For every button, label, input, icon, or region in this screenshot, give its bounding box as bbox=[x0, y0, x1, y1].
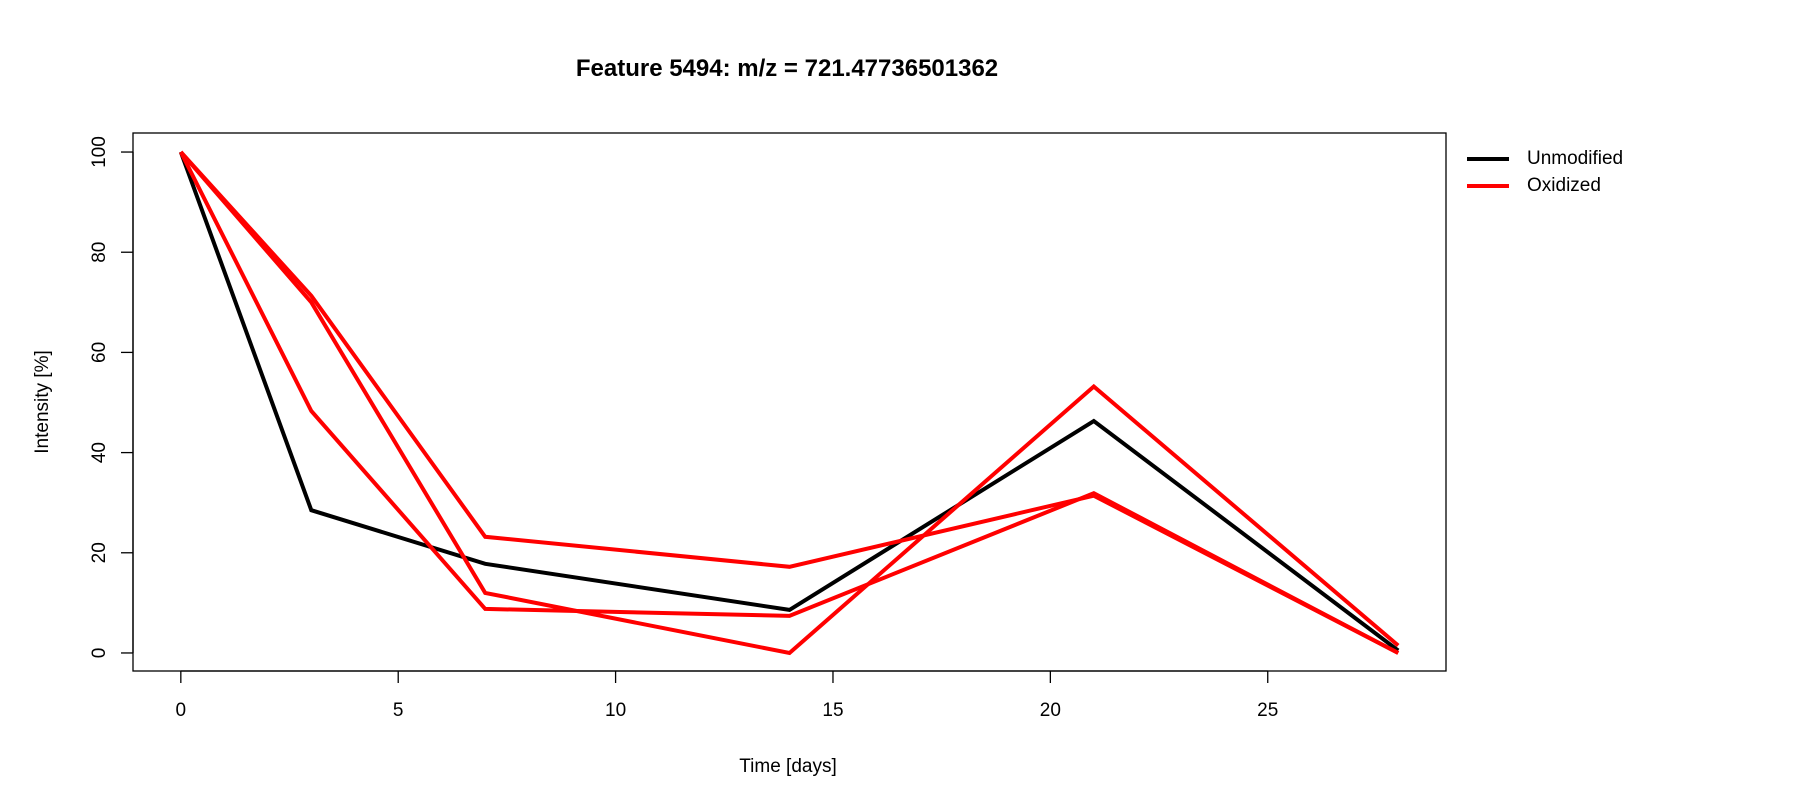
y-axis: 0 20 40 60 80 100 bbox=[89, 136, 134, 659]
legend-label-unmodified: Unmodified bbox=[1527, 148, 1623, 169]
x-tick-label: 15 bbox=[822, 700, 843, 721]
x-tick-label: 5 bbox=[393, 700, 404, 721]
x-axis-label: Time [days] bbox=[739, 756, 837, 777]
y-tick-label: 20 bbox=[89, 542, 110, 563]
series-line-oxidized-2 bbox=[179, 150, 1400, 656]
x-tick-label: 25 bbox=[1257, 700, 1278, 721]
series-layer bbox=[178, 150, 1400, 656]
y-tick-label: 80 bbox=[89, 242, 110, 263]
y-tick-label: 100 bbox=[89, 136, 110, 168]
x-tick-label: 20 bbox=[1040, 700, 1061, 721]
y-tick-label: 60 bbox=[89, 342, 110, 363]
legend: Unmodified Oxidized bbox=[1467, 148, 1623, 196]
series-line-oxidized-4 bbox=[179, 151, 1400, 655]
y-tick-label: 0 bbox=[89, 648, 110, 659]
chart-title: Feature 5494: m/z = 721.47736501362 bbox=[576, 55, 998, 82]
series-line-oxidized-3 bbox=[179, 150, 1400, 655]
plot-frame bbox=[132, 132, 1447, 672]
series-line-unmodified-1 bbox=[178, 151, 1400, 653]
x-tick-label: 10 bbox=[605, 700, 626, 721]
y-tick-label: 40 bbox=[89, 442, 110, 463]
legend-label-oxidized: Oxidized bbox=[1527, 175, 1601, 196]
x-tick-label: 0 bbox=[176, 700, 187, 721]
x-axis: 0 5 10 15 20 25 bbox=[176, 670, 1278, 721]
y-axis-label: Intensity [%] bbox=[32, 350, 53, 454]
